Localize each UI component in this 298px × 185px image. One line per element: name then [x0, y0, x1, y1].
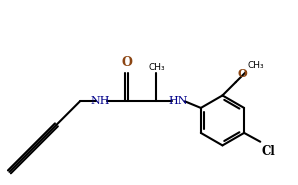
- Text: O: O: [237, 68, 247, 79]
- Text: CH₃: CH₃: [247, 61, 264, 70]
- Text: HN: HN: [169, 96, 188, 106]
- Text: Cl: Cl: [262, 145, 275, 158]
- Text: NH: NH: [91, 96, 110, 106]
- Text: O: O: [122, 56, 132, 69]
- Text: CH₃: CH₃: [148, 63, 165, 72]
